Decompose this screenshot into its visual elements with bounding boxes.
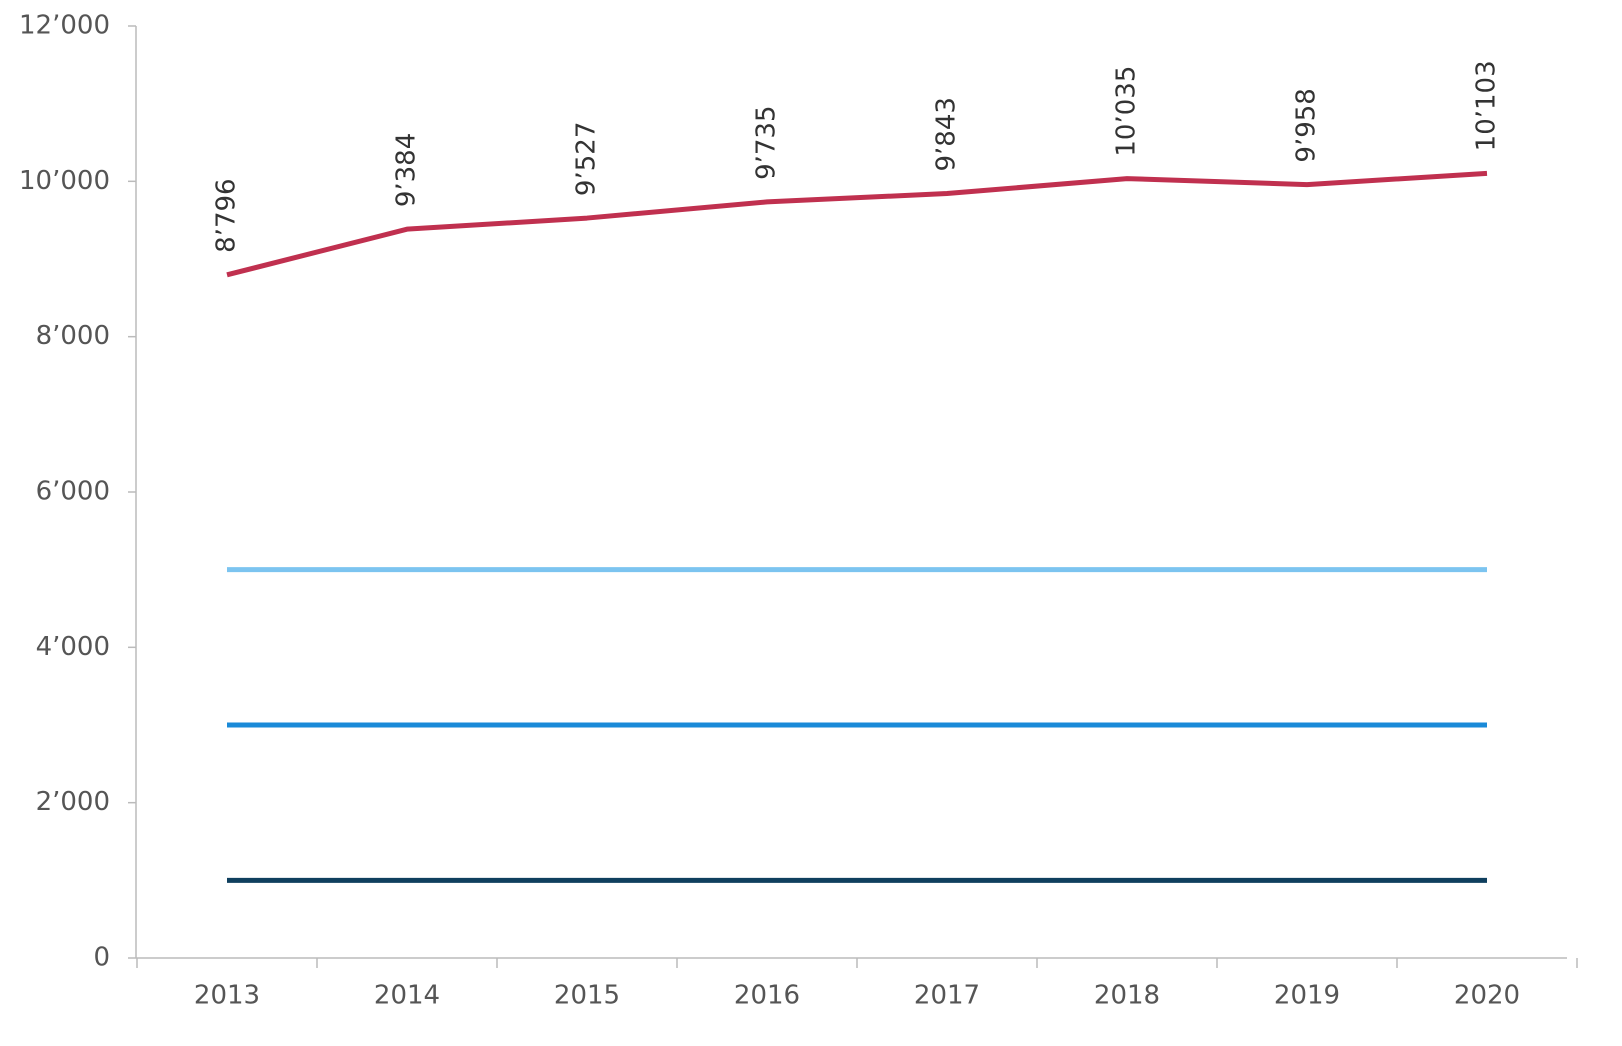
y-tick-label: 6’000 — [36, 477, 110, 507]
y-tick-label: 0 — [93, 943, 110, 973]
x-tick-label: 2020 — [1454, 981, 1520, 1011]
x-tick-label: 2017 — [914, 981, 980, 1011]
y-tick-label: 12’000 — [19, 11, 110, 41]
data-label: 9’735 — [752, 105, 782, 179]
x-tick-label: 2016 — [734, 981, 800, 1011]
y-tick-label: 2’000 — [36, 787, 110, 817]
y-tick-label: 10’000 — [19, 166, 110, 196]
y-tick-label: 8’000 — [36, 321, 110, 351]
data-label: 9’843 — [932, 97, 962, 171]
data-label: 9’384 — [392, 133, 422, 207]
data-label: 9’958 — [1292, 88, 1322, 162]
y-tick-label: 4’000 — [36, 632, 110, 662]
x-tick-label: 2015 — [554, 981, 620, 1011]
data-label: 8’796 — [212, 178, 242, 252]
data-label: 9’527 — [572, 122, 602, 196]
data-label: 10’103 — [1472, 60, 1502, 151]
x-tick-label: 2014 — [374, 981, 440, 1011]
x-tick-label: 2019 — [1274, 981, 1340, 1011]
x-tick-label: 2018 — [1094, 981, 1160, 1011]
data-label: 10’035 — [1112, 66, 1142, 157]
x-tick-label: 2013 — [194, 981, 260, 1011]
line-series — [226, 170, 1488, 278]
